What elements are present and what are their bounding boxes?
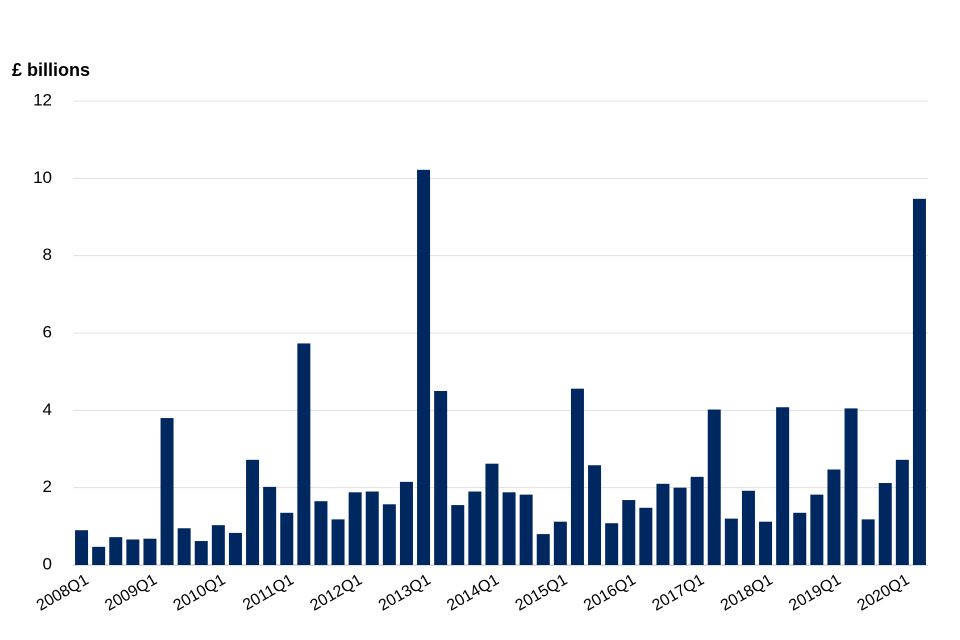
y-tick-label: 2 [43, 477, 52, 496]
x-tick-label: 2009Q1 [102, 571, 160, 614]
bar [502, 492, 516, 565]
bar [673, 487, 687, 565]
bar [588, 465, 602, 565]
bar [109, 537, 123, 565]
bar [177, 528, 191, 565]
bar [211, 525, 225, 565]
x-tick-label: 2011Q1 [240, 571, 297, 614]
y-tick-label: 0 [43, 554, 52, 573]
bar [895, 459, 909, 565]
y-tick-label: 10 [33, 168, 52, 187]
bar [724, 518, 738, 565]
bar [827, 469, 841, 565]
bar [246, 459, 260, 565]
bar [570, 388, 584, 565]
bar [348, 492, 362, 565]
bar [639, 507, 653, 565]
bar [331, 519, 345, 565]
bar [92, 546, 106, 565]
y-tick-label: 12 [33, 90, 52, 109]
x-tick-label: 2016Q1 [581, 571, 639, 614]
bar [844, 408, 858, 565]
y-axis-label: £ billions [12, 60, 90, 80]
x-tick-label: 2019Q1 [786, 571, 844, 614]
bar [143, 538, 157, 565]
bar [314, 501, 328, 565]
bar [553, 521, 567, 565]
bar [434, 391, 448, 565]
x-tick-label: 2008Q1 [34, 571, 92, 614]
bar [759, 521, 773, 565]
bar [417, 169, 431, 565]
bar [622, 500, 636, 565]
bar [160, 418, 174, 565]
bar [451, 505, 465, 565]
x-tick-label: 2015Q1 [513, 571, 571, 614]
x-tick-label: 2017Q1 [649, 571, 707, 614]
bar [536, 534, 550, 565]
bar [690, 476, 704, 565]
x-tick-label: 2018Q1 [718, 571, 776, 614]
bar [741, 490, 755, 565]
bar [810, 494, 824, 565]
bar [878, 483, 892, 565]
x-tick-label: 2012Q1 [307, 571, 365, 614]
bar [793, 512, 807, 565]
bar [861, 519, 875, 565]
bar [468, 491, 482, 565]
x-tick-label: 2010Q1 [171, 571, 229, 614]
bar [263, 486, 277, 565]
x-tick-label: 2020Q1 [855, 571, 913, 614]
bar [776, 407, 790, 565]
bar [399, 481, 413, 565]
bar [707, 409, 721, 565]
x-tick-label: 2014Q1 [444, 571, 502, 614]
bar [485, 463, 499, 565]
y-tick-label: 4 [43, 400, 52, 419]
x-tick-label: 2013Q1 [376, 571, 434, 614]
bar [228, 532, 242, 565]
bar [382, 504, 396, 565]
bar [656, 483, 670, 565]
bar [297, 343, 311, 565]
bar [365, 491, 379, 565]
bar [75, 530, 89, 565]
bar [912, 198, 926, 565]
bar [280, 512, 294, 565]
bar [126, 539, 140, 565]
bar [194, 541, 208, 565]
y-tick-label: 6 [43, 322, 52, 341]
bar [605, 523, 619, 565]
bar [519, 494, 533, 565]
y-tick-label: 8 [43, 245, 52, 264]
